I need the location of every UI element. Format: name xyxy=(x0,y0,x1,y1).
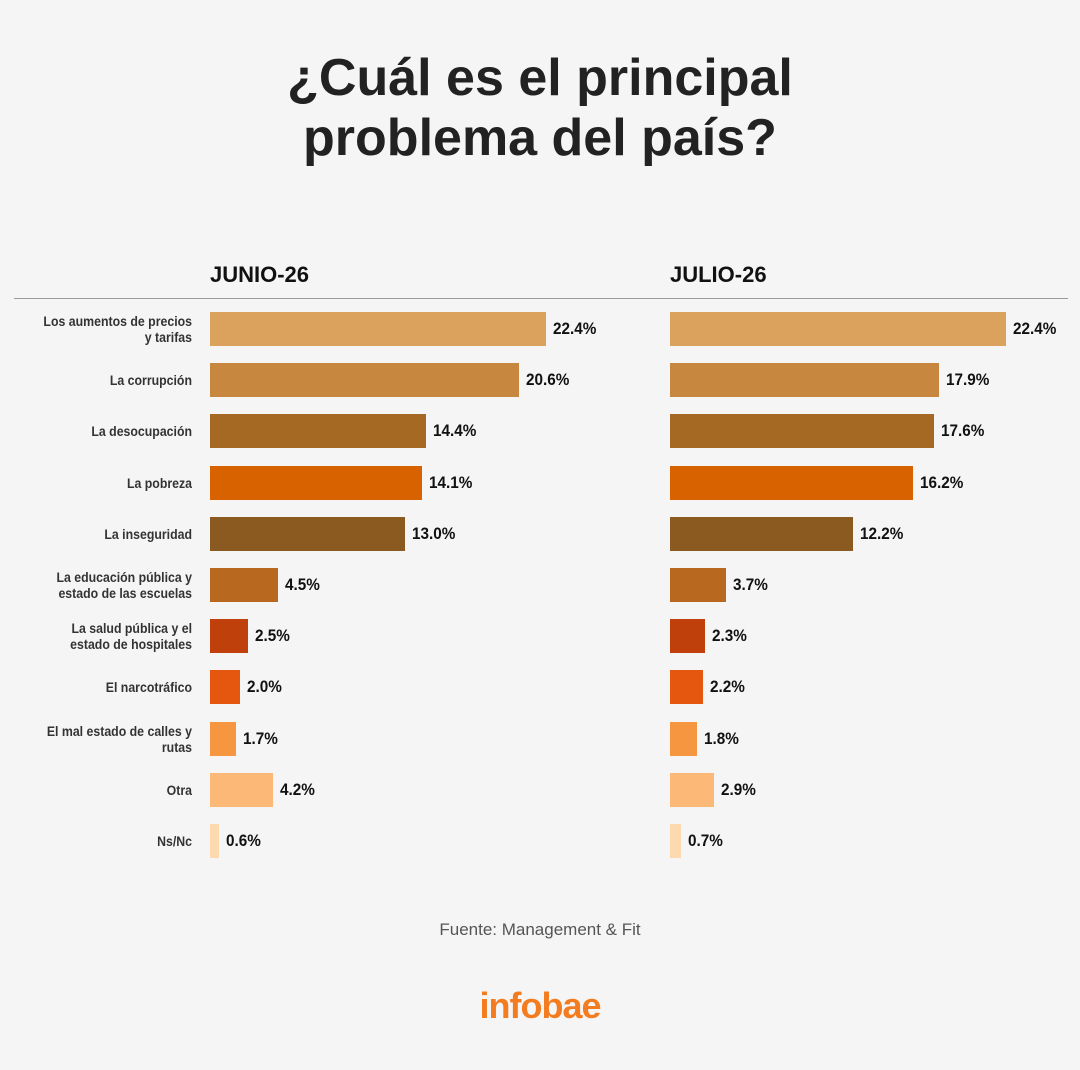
category-label: La inseguridad xyxy=(41,526,192,542)
category-label-line: La salud pública y el xyxy=(71,620,192,637)
category-label-line: La inseguridad xyxy=(104,525,192,542)
series-header-julio: JULIO-26 xyxy=(670,262,767,287)
bar xyxy=(670,465,913,500)
category-label-line: La pobreza xyxy=(126,474,192,491)
data-label: 0.7% xyxy=(687,831,723,850)
data-label: 4.5% xyxy=(284,575,320,594)
data-label: 4.2% xyxy=(280,779,315,799)
category-label-line: Ns/Nc xyxy=(157,833,192,849)
bar xyxy=(210,363,519,398)
category-label-line: El mal estado de calles y xyxy=(46,722,192,739)
data-label: 17.6% xyxy=(941,421,985,441)
category-label: La educación pública y estado de las escu… xyxy=(41,569,192,601)
bar xyxy=(670,772,714,807)
category-label: La salud pública y el estado de hospitale… xyxy=(41,620,192,652)
bar xyxy=(670,824,681,858)
data-label: 22.4% xyxy=(553,319,597,338)
infobae-logo: infobae xyxy=(479,985,601,1026)
data-label: 16.2% xyxy=(920,472,964,492)
bar xyxy=(670,312,1006,346)
category-label: El narcotráfico xyxy=(41,679,192,695)
source-note: Fuente: Management & Fit xyxy=(439,920,641,939)
bar xyxy=(210,824,219,858)
data-label: 2.0% xyxy=(247,677,282,697)
category-label-line: Otra xyxy=(166,781,192,798)
data-label: 1.8% xyxy=(704,728,739,748)
bar xyxy=(210,568,278,602)
bar xyxy=(210,465,422,500)
chart-title: ¿Cuál es el principal problema del país? xyxy=(0,48,1080,168)
bar xyxy=(670,568,726,602)
category-label-line: y tarifas xyxy=(144,329,192,345)
category-label-line: rutas xyxy=(161,738,192,755)
bar xyxy=(670,619,705,654)
data-label: 2.5% xyxy=(254,626,290,646)
data-label: 1.7% xyxy=(242,728,278,748)
bar xyxy=(210,414,426,449)
data-label: 0.6% xyxy=(226,831,261,850)
data-label: 22.4% xyxy=(1013,319,1057,338)
data-label: 2.3% xyxy=(711,626,747,646)
category-label: La desocupación xyxy=(41,423,192,439)
category-label: El mal estado de calles y rutas xyxy=(41,723,192,755)
data-label: 2.9% xyxy=(720,779,756,799)
bar xyxy=(670,721,697,756)
chart-title-line-2: problema del país? xyxy=(303,109,777,167)
data-label: 13.0% xyxy=(412,523,456,543)
bar xyxy=(670,363,939,398)
category-label-line: estado de las escuelas xyxy=(58,585,192,601)
data-label: 14.1% xyxy=(428,472,472,492)
bar xyxy=(210,772,273,807)
data-label: 12.2% xyxy=(860,523,904,543)
category-label-line: La desocupación xyxy=(91,423,192,440)
bar xyxy=(670,670,703,705)
bar xyxy=(210,516,405,551)
bar xyxy=(670,414,934,449)
data-label: 14.4% xyxy=(433,421,477,441)
category-label: La pobreza xyxy=(41,475,192,491)
bar xyxy=(210,312,546,346)
category-label: Ns/Nc xyxy=(41,833,192,849)
bar xyxy=(210,670,240,705)
category-label: Otra xyxy=(41,782,192,798)
category-label-line: La corrupción xyxy=(109,372,192,389)
data-label: 20.6% xyxy=(526,370,570,390)
category-label-line: La educación pública y xyxy=(56,569,192,585)
data-label: 3.7% xyxy=(732,575,768,594)
series-header-junio: JUNIO-26 xyxy=(210,262,310,287)
bar xyxy=(210,619,248,654)
bar xyxy=(210,721,236,756)
data-label: 2.2% xyxy=(710,677,745,697)
data-label: 17.9% xyxy=(945,370,989,390)
category-label-line: estado de hospitales xyxy=(70,636,192,653)
bar xyxy=(670,516,853,551)
category-label-line: El narcotráfico xyxy=(105,679,192,696)
category-label-line: Los aumentos de precios xyxy=(43,313,193,329)
header-divider xyxy=(14,298,1068,299)
chart-title-line-1: ¿Cuál es el principal xyxy=(287,49,793,107)
category-label: Los aumentos de precios y tarifas xyxy=(41,313,192,345)
category-label: La corrupción xyxy=(41,372,192,388)
